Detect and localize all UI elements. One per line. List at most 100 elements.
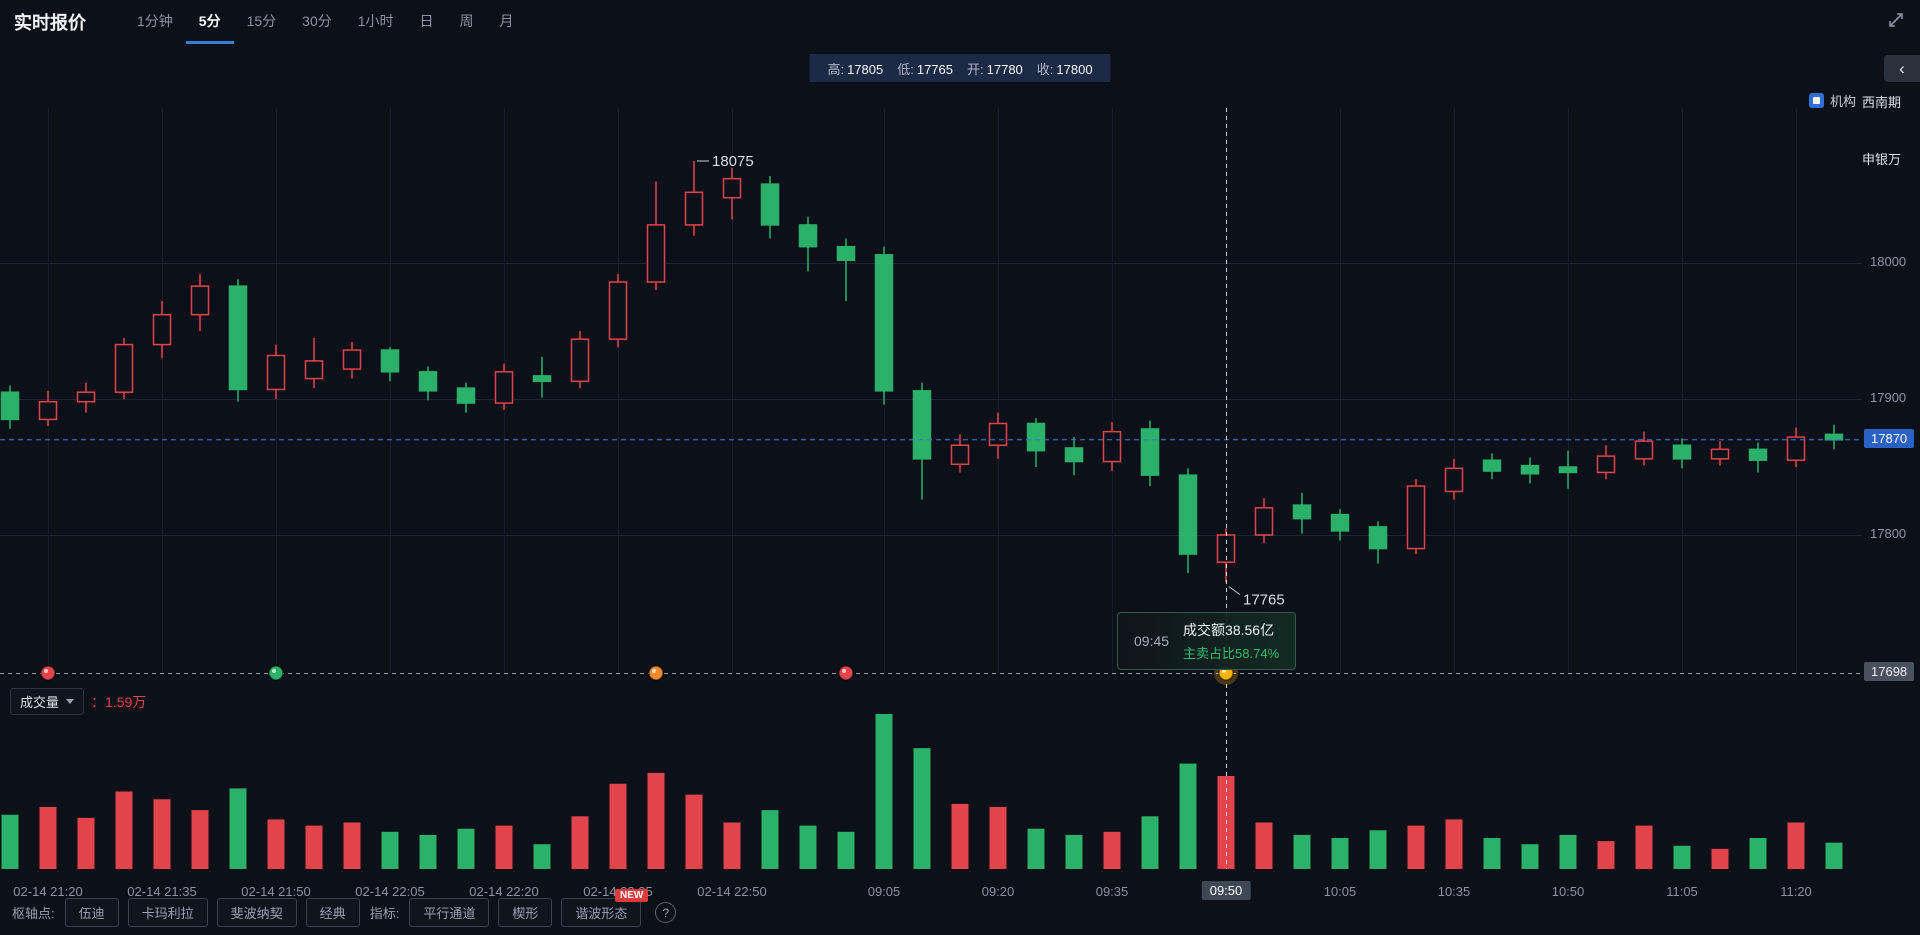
tab-month[interactable]: 月 xyxy=(499,12,514,29)
ohlc-high: 高: 17805 xyxy=(827,61,884,77)
expand-icon[interactable] xyxy=(1888,12,1904,33)
volume-bar xyxy=(1293,834,1311,869)
volume-bar xyxy=(723,822,741,869)
volume-bar xyxy=(419,834,437,869)
toolbar-button-harmonic-pattern[interactable]: 谐波形态 NEW xyxy=(561,889,649,927)
high-annotation: 18075 xyxy=(712,153,754,170)
toolbar-button-parallel-channel[interactable]: 平行通道 xyxy=(409,898,490,927)
ohlc-info-bar: 高: 17805 低: 17765 开: 17780 收: 17800 xyxy=(809,54,1111,82)
volume-bar xyxy=(305,825,323,869)
candle xyxy=(380,349,400,373)
toolbar-button-camarilla[interactable]: 卡玛利拉 xyxy=(127,898,208,927)
candle xyxy=(798,224,818,248)
price-axis-label: 18000 xyxy=(1870,254,1907,269)
volume-bar xyxy=(1521,844,1539,869)
volume-bar xyxy=(609,783,627,869)
tooltip-sell-ratio: 主卖占比58.74% xyxy=(1183,646,1280,661)
volume-value: ：1.59万 xyxy=(91,693,147,710)
candle xyxy=(1254,507,1274,536)
collapse-panel-button[interactable]: ‹ xyxy=(1884,55,1920,82)
volume-bar xyxy=(495,825,513,869)
ohlc-open: 开: 17780 xyxy=(967,61,1023,77)
low-annotation-tick xyxy=(1228,586,1241,596)
time-axis-label: 02-14 21:50 xyxy=(241,884,311,899)
candle xyxy=(494,371,514,404)
candle xyxy=(1102,430,1122,463)
volume-bar xyxy=(1787,822,1805,869)
tab-30min[interactable]: 30分 xyxy=(302,12,332,29)
volume-bar xyxy=(381,831,399,869)
tab-1min[interactable]: 1分钟 xyxy=(137,12,173,29)
institution-toggle[interactable]: 机构 xyxy=(1808,91,1856,110)
signal-marker[interactable] xyxy=(648,665,664,681)
time-axis-label: 02-14 22:05 xyxy=(355,884,425,899)
volume-indicator-dropdown[interactable]: 成交量 xyxy=(10,688,85,715)
signal-marker-highlight xyxy=(842,669,846,673)
toolbar-button-fibonacci[interactable]: 斐波纳契 xyxy=(216,898,297,927)
candle xyxy=(190,285,210,316)
new-badge: NEW xyxy=(615,889,649,902)
header: 实时报价 1分钟 5分 15分 30分 1小时 日 周 月 xyxy=(0,0,1920,44)
candle xyxy=(1064,447,1084,463)
candle xyxy=(1748,448,1768,461)
tab-week[interactable]: 周 xyxy=(459,12,474,29)
candle xyxy=(1178,474,1198,555)
candle xyxy=(1026,422,1046,452)
volume-bar xyxy=(875,714,893,869)
signal-marker[interactable] xyxy=(838,665,854,681)
tab-1h[interactable]: 1小时 xyxy=(357,12,394,29)
broker-label[interactable]: 西南期 xyxy=(1862,95,1902,110)
volume-bar xyxy=(1445,819,1463,869)
tab-5min[interactable]: 5分 xyxy=(185,0,234,44)
volume-bar xyxy=(533,844,551,869)
candle xyxy=(1368,526,1388,550)
time-axis-label: 11:20 xyxy=(1780,884,1812,899)
volume-bar xyxy=(1103,831,1121,869)
signal-marker[interactable] xyxy=(268,665,284,681)
tooltip-turnover: 成交额38.56亿 xyxy=(1183,622,1275,638)
bottom-toolbar: 枢轴点: 伍迪 卡玛利拉 斐波纳契 经典 指标: 平行通道 楔形 谐波形态 NEW ? xyxy=(12,889,677,927)
broker-label[interactable]: 申银万 xyxy=(1862,152,1902,167)
volume-bar xyxy=(1749,838,1767,869)
time-axis-label: 10:50 xyxy=(1551,884,1585,899)
help-icon[interactable]: ? xyxy=(655,902,677,923)
tab-day[interactable]: 日 xyxy=(419,12,434,29)
volume-bar xyxy=(153,799,171,869)
time-axis-label: 09:20 xyxy=(981,884,1015,899)
candle xyxy=(1140,428,1160,476)
candle xyxy=(38,400,58,421)
toolbar-button-wedge[interactable]: 楔形 xyxy=(498,898,553,927)
volume-bar xyxy=(1065,834,1083,869)
volume-bar xyxy=(989,807,1007,869)
time-axis: 02-14 21:20 02-14 21:35 02-14 21:50 02-14 2… xyxy=(0,881,1862,903)
candle xyxy=(950,444,970,466)
volume-bar xyxy=(799,825,817,869)
candle xyxy=(0,391,20,421)
volume-bar xyxy=(1673,845,1691,869)
tab-15min[interactable]: 15分 xyxy=(246,12,277,29)
candle xyxy=(304,360,324,380)
timeframe-tabs: 1分钟 5分 15分 30分 1小时 日 周 月 xyxy=(124,0,527,44)
volume-bar xyxy=(837,831,855,869)
candle xyxy=(1330,513,1350,532)
signal-marker[interactable] xyxy=(40,665,56,681)
candle xyxy=(152,313,172,346)
signal-marker-highlight xyxy=(1222,669,1226,673)
volume-bar xyxy=(1597,841,1615,869)
page-title: 实时报价 xyxy=(14,13,86,33)
crosshair-tooltip: 09:45 成交额38.56亿 主卖占比58.74% xyxy=(1117,612,1297,670)
chevron-left-icon: ‹ xyxy=(1899,58,1905,78)
volume-bar xyxy=(1179,763,1197,869)
toolbar-button-classic[interactable]: 经典 xyxy=(305,898,360,927)
volume-bar xyxy=(1,814,19,869)
volume-bar xyxy=(191,810,209,869)
time-axis-label: 02-14 22:20 xyxy=(469,884,539,899)
volume-bar xyxy=(1255,822,1273,869)
price-axis-label: 17900 xyxy=(1870,390,1907,405)
candle xyxy=(1596,455,1616,474)
volume-bar xyxy=(267,819,285,869)
candle xyxy=(1672,444,1692,460)
toolbar-button-woodie[interactable]: 伍迪 xyxy=(64,898,119,927)
current-price-badge: 17870 xyxy=(1864,428,1915,448)
